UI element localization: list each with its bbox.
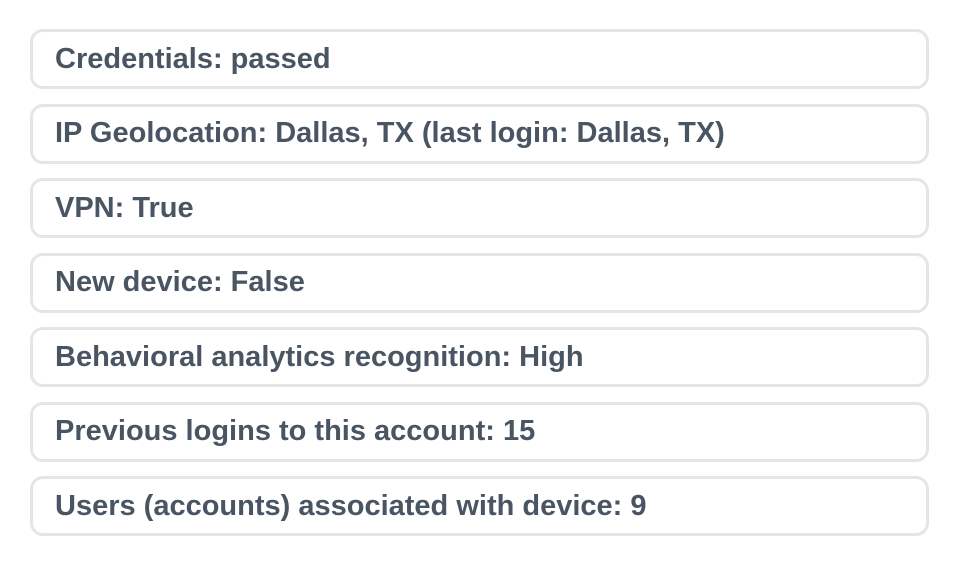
factor-device-users: Users (accounts) associated with device:… <box>30 476 929 536</box>
factor-label: IP Geolocation: Dallas, TX (last login: … <box>55 117 725 149</box>
login-risk-factors-list: Credentials: passed IP Geolocation: Dall… <box>30 29 929 551</box>
factor-label: Previous logins to this account: 15 <box>55 415 536 447</box>
factor-credentials: Credentials: passed <box>30 29 929 89</box>
factor-label: VPN: True <box>55 191 194 224</box>
factor-label: Behavioral analytics recognition: High <box>55 340 584 373</box>
factor-label: New device: False <box>55 266 305 298</box>
factor-new-device: New device: False <box>30 252 929 313</box>
factor-behavioral-analytics: Behavioral analytics recognition: High <box>30 327 929 387</box>
factor-label: Users (accounts) associated with device:… <box>55 489 647 522</box>
factor-previous-logins: Previous logins to this account: 15 <box>30 401 929 462</box>
factor-vpn: VPN: True <box>30 178 929 238</box>
factor-ip-geolocation: IP Geolocation: Dallas, TX (last login: … <box>30 103 929 164</box>
factor-label: Credentials: passed <box>55 42 331 75</box>
